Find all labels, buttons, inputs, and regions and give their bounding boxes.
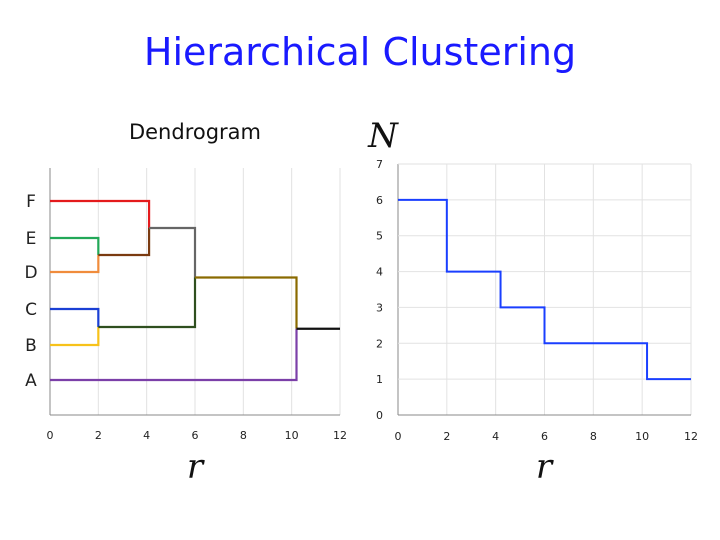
dendrogram-leaf-label: F <box>26 192 36 212</box>
dendrogram-x-tick-label: 10 <box>285 429 299 442</box>
dendrogram-leaf-label: C <box>25 300 37 320</box>
dendrogram-leaf-label: E <box>26 229 37 249</box>
step-y-tick-label: 5 <box>376 230 383 243</box>
step-y-axis-label: N <box>367 116 399 156</box>
dendrogram-link-f <box>50 199 151 228</box>
step-x-tick-label: 4 <box>492 430 499 443</box>
dendrogram-x-tick-label: 12 <box>333 429 347 442</box>
dendrogram-x-ticks: 0 2 4 6 8 10 12 <box>47 429 348 442</box>
dendrogram-x-tick-label: 2 <box>95 429 102 442</box>
step-y-tick-label: 0 <box>376 409 383 422</box>
dendrogram-link-fed <box>149 226 197 278</box>
step-y-ticks: 0 1 2 3 4 5 6 7 <box>376 158 383 422</box>
step-y-tick-label: 4 <box>376 266 383 279</box>
dendrogram-grid <box>49 168 341 416</box>
step-x-ticks: 0 2 4 6 8 10 12 <box>395 430 699 443</box>
step-y-tick-label: 2 <box>376 337 383 350</box>
step-x-tick-label: 10 <box>635 430 649 443</box>
step-x-tick-label: 8 <box>590 430 597 443</box>
dendrogram-link-e <box>50 236 100 255</box>
dendrogram-link-c <box>50 307 100 327</box>
slide-title: Hierarchical Clustering <box>143 30 577 74</box>
dendrogram-link-fedcb <box>195 276 298 329</box>
dendrogram-leaf-label: A <box>25 371 37 391</box>
dendrogram-title: Dendrogram <box>129 120 261 144</box>
step-y-tick-label: 7 <box>376 158 383 171</box>
dendrogram-leaf-label: D <box>24 263 37 283</box>
step-x-tick-label: 6 <box>541 430 548 443</box>
step-x-axis-label: r <box>536 447 554 487</box>
dendrogram-x-tick-label: 8 <box>240 429 247 442</box>
step-x-tick-label: 0 <box>395 430 402 443</box>
dendrogram-leaf-label: B <box>25 336 37 356</box>
dendrogram-link-a <box>50 328 298 382</box>
dendrogram-x-tick-label: 0 <box>47 429 54 442</box>
step-y-tick-label: 3 <box>376 301 383 314</box>
step-x-tick-label: 12 <box>684 430 698 443</box>
dendrogram-links <box>50 199 340 382</box>
dendrogram-link-b <box>50 327 100 347</box>
step-x-tick-label: 2 <box>443 430 450 443</box>
dendrogram-x-tick-label: 6 <box>192 429 199 442</box>
step-y-tick-label: 6 <box>376 194 383 207</box>
dendrogram-link-cb <box>98 277 197 329</box>
dendrogram-link-d <box>50 255 100 274</box>
step-y-tick-label: 1 <box>376 373 383 386</box>
dendrogram-x-tick-label: 4 <box>143 429 150 442</box>
dendrogram-link-ed <box>98 228 151 257</box>
step-series-line <box>398 198 691 381</box>
dendrogram-x-axis-label: r <box>187 447 205 487</box>
